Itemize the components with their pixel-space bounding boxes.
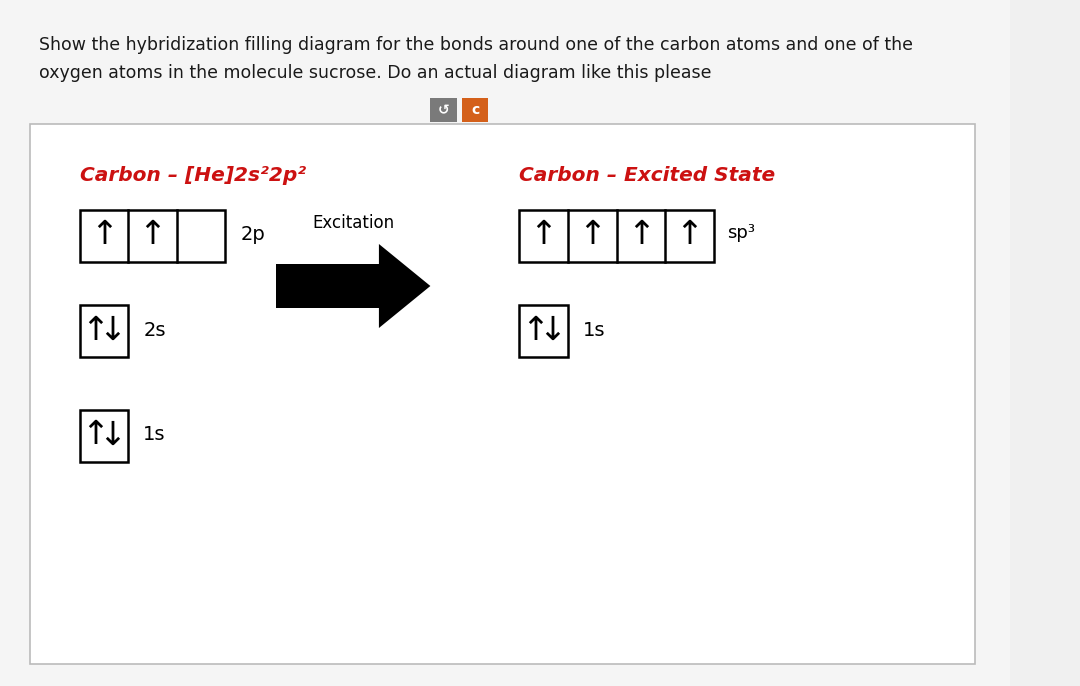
Bar bbox=[80, 410, 129, 462]
Text: ↑: ↑ bbox=[626, 219, 654, 252]
Bar bbox=[430, 98, 457, 122]
Bar bbox=[519, 305, 568, 357]
Text: ↑: ↑ bbox=[522, 314, 549, 346]
Text: Carbon – Excited State: Carbon – Excited State bbox=[519, 166, 775, 185]
Polygon shape bbox=[276, 244, 430, 328]
Text: ↓: ↓ bbox=[98, 418, 126, 451]
Bar bbox=[30, 124, 975, 664]
Text: ↑: ↑ bbox=[529, 219, 557, 252]
Text: ↑: ↑ bbox=[81, 418, 109, 451]
Text: 2s: 2s bbox=[144, 320, 165, 340]
Text: ↓: ↓ bbox=[98, 314, 126, 346]
Bar bbox=[80, 305, 129, 357]
Text: 2p: 2p bbox=[241, 226, 266, 244]
Text: ↑: ↑ bbox=[138, 219, 166, 252]
Text: Carbon – [He]2s²2p²: Carbon – [He]2s²2p² bbox=[80, 166, 306, 185]
Bar bbox=[519, 210, 714, 262]
Text: ↓: ↓ bbox=[538, 314, 566, 346]
Text: ↑: ↑ bbox=[90, 219, 118, 252]
Text: oxygen atoms in the molecule sucrose. Do an actual diagram like this please: oxygen atoms in the molecule sucrose. Do… bbox=[39, 64, 712, 82]
Text: Show the hybridization filling diagram for the bonds around one of the carbon at: Show the hybridization filling diagram f… bbox=[39, 36, 914, 54]
Text: sp³: sp³ bbox=[727, 224, 755, 242]
Text: ↑: ↑ bbox=[578, 219, 606, 252]
Text: ↑: ↑ bbox=[675, 219, 703, 252]
Text: ↺: ↺ bbox=[437, 103, 449, 117]
Text: c: c bbox=[471, 103, 480, 117]
Text: 1s: 1s bbox=[144, 425, 165, 445]
Text: Excitation: Excitation bbox=[312, 214, 394, 232]
Bar bbox=[462, 98, 488, 122]
Text: ↑: ↑ bbox=[81, 314, 109, 346]
Bar bbox=[80, 210, 226, 262]
Text: 1s: 1s bbox=[583, 320, 606, 340]
